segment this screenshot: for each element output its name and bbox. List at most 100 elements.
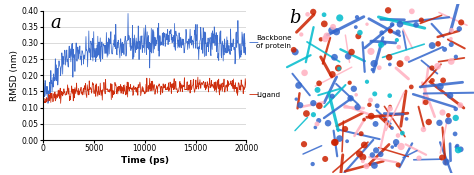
- Point: [367, 115, 375, 118]
- Point: [370, 62, 378, 65]
- Point: [378, 31, 385, 34]
- Point: [389, 146, 396, 148]
- Point: [418, 19, 425, 22]
- Point: [386, 94, 393, 97]
- Point: [382, 118, 389, 121]
- Point: [447, 43, 455, 46]
- Point: [386, 63, 393, 66]
- Point: [298, 33, 305, 36]
- Point: [393, 39, 401, 41]
- Point: [386, 107, 394, 110]
- Point: [437, 85, 444, 88]
- Point: [445, 114, 452, 117]
- Point: [350, 87, 357, 90]
- Point: [396, 23, 404, 26]
- Point: [357, 132, 365, 135]
- Point: [333, 30, 340, 33]
- Point: [352, 26, 360, 29]
- Point: [388, 23, 396, 26]
- Point: [425, 121, 432, 123]
- Point: [300, 143, 308, 146]
- Point: [457, 21, 465, 24]
- Point: [321, 158, 329, 160]
- Point: [372, 122, 379, 125]
- Point: [367, 99, 374, 101]
- Point: [452, 107, 459, 110]
- Point: [456, 27, 463, 30]
- X-axis label: Time (ps): Time (ps): [120, 156, 169, 165]
- Point: [365, 103, 373, 106]
- Point: [356, 152, 363, 155]
- Point: [372, 149, 380, 152]
- Point: [329, 26, 337, 28]
- Point: [354, 106, 361, 108]
- Point: [436, 121, 443, 124]
- Point: [439, 111, 447, 114]
- Point: [385, 56, 393, 59]
- Point: [392, 144, 399, 147]
- Point: [451, 132, 459, 135]
- Point: [356, 31, 364, 34]
- Point: [290, 48, 298, 51]
- Point: [447, 94, 454, 97]
- Point: [428, 44, 436, 47]
- Point: [419, 128, 427, 131]
- Point: [323, 34, 330, 37]
- Point: [439, 79, 447, 82]
- Point: [301, 71, 309, 74]
- Point: [359, 160, 366, 163]
- Point: [363, 165, 370, 168]
- Point: [395, 46, 402, 48]
- Point: [397, 145, 405, 148]
- Point: [396, 62, 404, 65]
- Point: [442, 161, 450, 163]
- Point: [320, 13, 328, 16]
- Point: [309, 163, 317, 165]
- Text: —: —: [249, 89, 259, 100]
- Text: —: —: [249, 37, 259, 47]
- Point: [336, 137, 343, 140]
- Point: [375, 66, 383, 69]
- Point: [331, 56, 338, 59]
- Point: [399, 132, 406, 135]
- Point: [361, 144, 368, 146]
- Point: [384, 9, 392, 12]
- Point: [310, 10, 317, 13]
- Point: [371, 164, 378, 167]
- Point: [328, 95, 336, 98]
- Point: [335, 67, 342, 69]
- Point: [453, 146, 460, 149]
- Point: [422, 101, 429, 104]
- Point: [387, 30, 394, 33]
- Y-axis label: RMSD (nm): RMSD (nm): [9, 50, 18, 101]
- Point: [360, 118, 368, 121]
- Point: [315, 119, 322, 122]
- Point: [369, 68, 376, 71]
- Point: [412, 23, 420, 26]
- Point: [386, 105, 394, 108]
- Point: [344, 55, 352, 58]
- Point: [457, 148, 465, 151]
- Point: [403, 57, 411, 60]
- Point: [428, 79, 436, 82]
- Point: [346, 81, 354, 84]
- Point: [363, 23, 371, 26]
- Point: [316, 104, 323, 107]
- Point: [335, 67, 343, 70]
- Point: [321, 37, 329, 40]
- Point: [359, 156, 366, 159]
- Point: [331, 141, 339, 144]
- Point: [341, 128, 349, 130]
- Point: [313, 122, 321, 125]
- Point: [324, 122, 332, 125]
- Point: [315, 82, 323, 85]
- Text: Backbone
of protein: Backbone of protein: [256, 35, 292, 49]
- Point: [408, 86, 415, 88]
- Point: [328, 29, 336, 32]
- Point: [292, 51, 299, 53]
- Point: [353, 16, 361, 19]
- Point: [377, 153, 384, 156]
- Point: [456, 104, 464, 107]
- Point: [352, 93, 360, 96]
- Point: [381, 42, 388, 44]
